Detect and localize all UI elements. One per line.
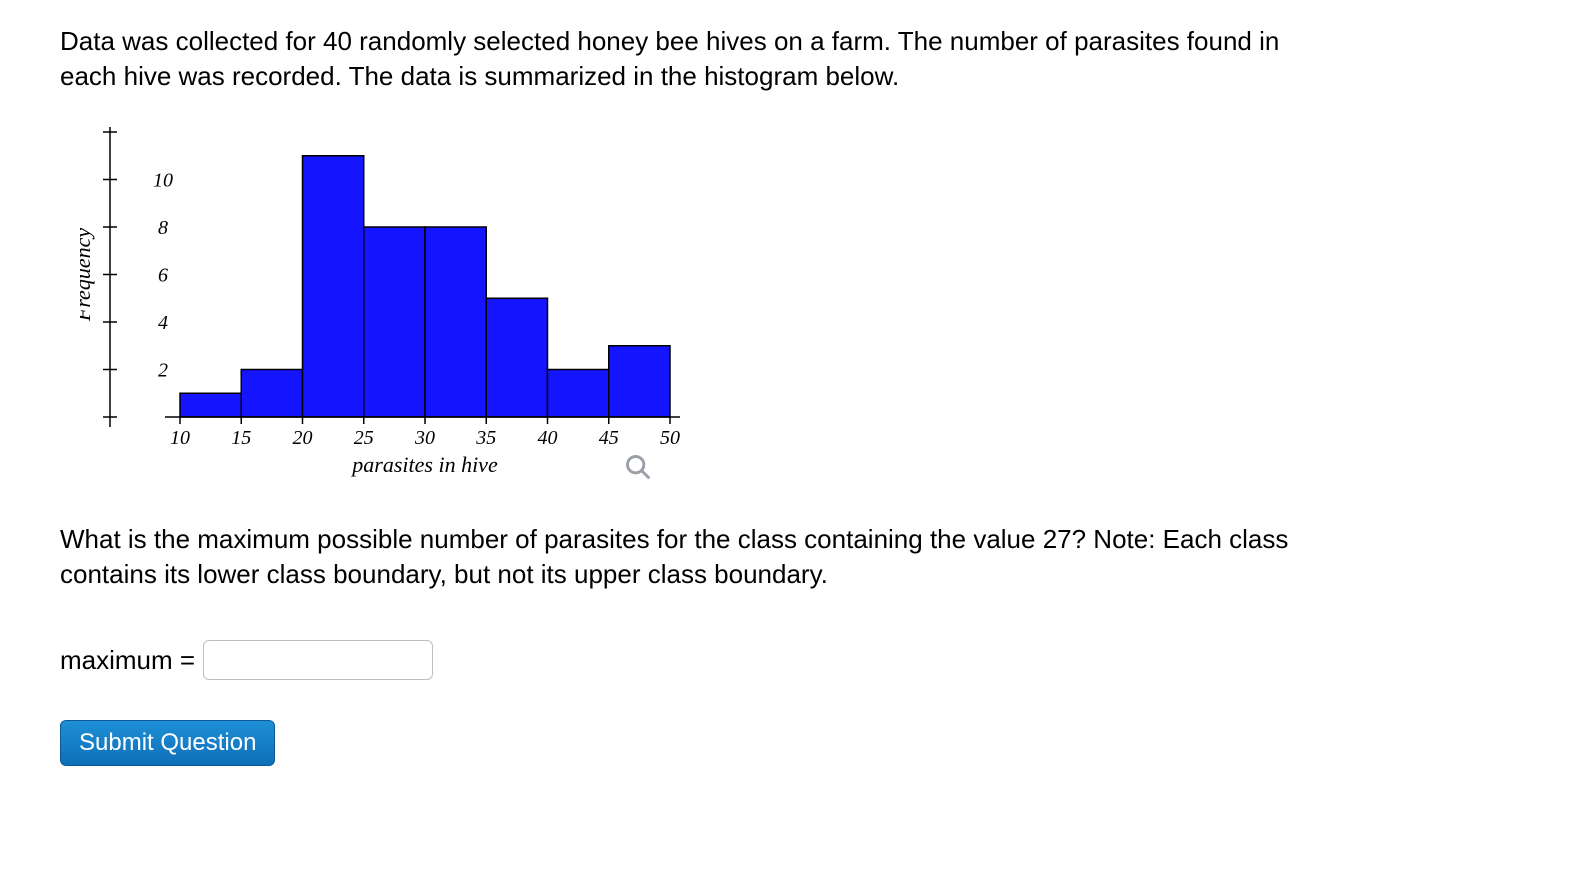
x-tick-label: 35 (475, 427, 496, 449)
y-tick-label: 6 (158, 265, 168, 287)
question-line-1: What is the maximum possible number of p… (60, 524, 1288, 554)
x-tick-label: 10 (170, 427, 190, 449)
answer-label: maximum = (60, 645, 195, 676)
question-line-2: contains its lower class boundary, but n… (60, 559, 828, 589)
x-tick-label: 40 (538, 427, 558, 449)
zoom-icon[interactable] (624, 453, 652, 481)
answer-row: maximum = (60, 640, 1526, 680)
y-axis-label: Frequency (80, 228, 95, 322)
x-tick-label: 15 (231, 427, 251, 449)
x-tick-label: 20 (293, 427, 313, 449)
prompt-line-2: each hive was recorded. The data is summ… (60, 61, 899, 91)
histogram-bar (364, 227, 425, 417)
y-tick-label: 2 (158, 360, 168, 382)
histogram-bar (425, 227, 486, 417)
x-tick-label: 45 (599, 427, 619, 449)
histogram-bar (241, 370, 302, 418)
histogram-bar (180, 393, 241, 417)
histogram-bar (303, 156, 364, 417)
histogram-bar (548, 370, 609, 418)
prompt-line-1: Data was collected for 40 randomly selec… (60, 26, 1279, 56)
submit-button[interactable]: Submit Question (60, 720, 275, 766)
question-text: What is the maximum possible number of p… (60, 522, 1520, 592)
x-tick-label: 25 (354, 427, 374, 449)
histogram-bar (609, 346, 670, 417)
x-tick-label: 30 (414, 427, 435, 449)
y-tick-label: 10 (153, 170, 173, 192)
x-axis-label: parasites in hive (350, 452, 498, 477)
y-tick-label: 8 (158, 217, 168, 239)
histogram-bar (486, 298, 547, 417)
answer-input[interactable] (203, 640, 433, 680)
histogram-chart: 10 15 20 25 30 35 40 45 50 parasites in hive 2 4 6 8 1… (80, 122, 700, 482)
y-tick-label: 4 (158, 312, 168, 334)
x-tick-label: 50 (660, 427, 680, 449)
problem-prompt: Data was collected for 40 randomly selec… (60, 24, 1520, 94)
